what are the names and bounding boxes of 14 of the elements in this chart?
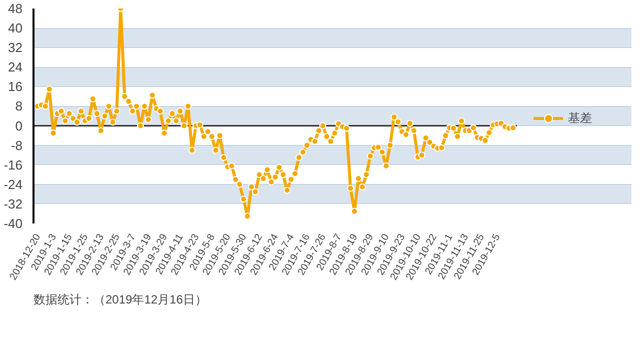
legend-label: 基差 (568, 110, 592, 126)
y-tick-label: -32 (4, 196, 23, 212)
y-tick-label: 8 (15, 98, 23, 114)
y-tick-label: -16 (4, 157, 23, 172)
y-tick-label: 40 (8, 20, 23, 36)
y-tick-label: 32 (8, 40, 23, 56)
y-tick-label: 24 (8, 60, 23, 75)
y-tick-label: -40 (4, 216, 23, 231)
y-tick-label: 48 (8, 1, 23, 16)
y-tick-label: -8 (10, 138, 23, 153)
y-tick-label: 0 (15, 118, 23, 134)
y-tick-label: -24 (4, 176, 23, 192)
text: 数据统计：（2019年12月16日） (34, 292, 207, 306)
y-tick-label: 16 (8, 79, 23, 94)
